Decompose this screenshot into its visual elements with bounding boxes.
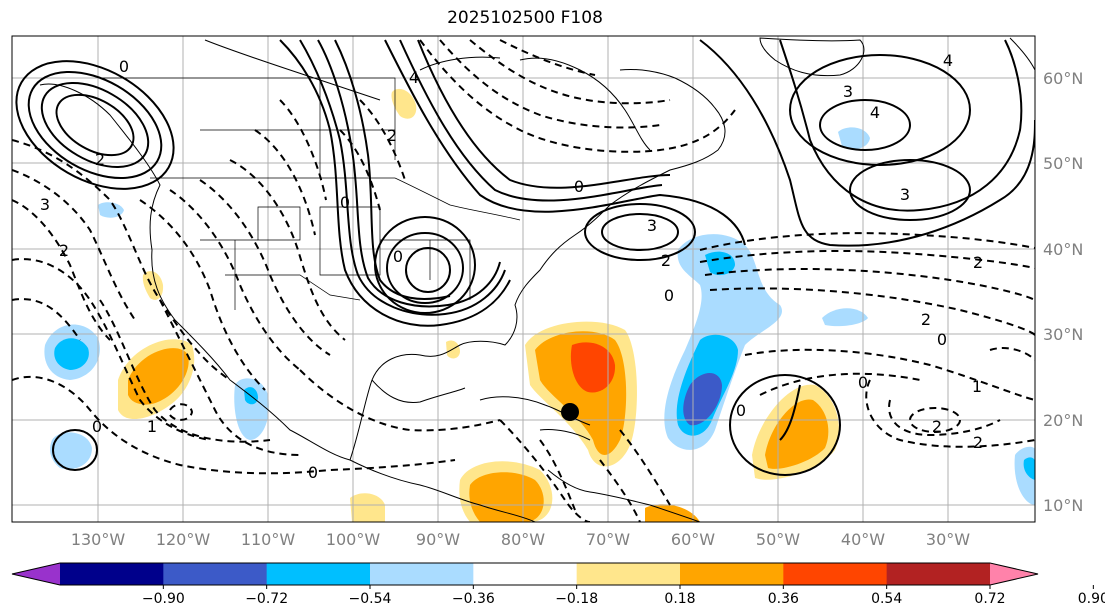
lat-label: 30°N: [1043, 325, 1083, 344]
lat-label: 60°N: [1043, 69, 1083, 88]
svg-text:3: 3: [40, 195, 50, 214]
colorbar-tick-label: 0.90: [1078, 591, 1105, 607]
colorbar-box: [370, 563, 474, 585]
svg-text:0: 0: [92, 417, 102, 436]
colorbar-tick-label: −0.18: [555, 591, 598, 607]
colorbar-box: [783, 563, 888, 585]
colorbar-box: [680, 563, 784, 585]
lon-label: 130°W: [71, 530, 126, 549]
svg-text:0: 0: [736, 401, 746, 420]
lat-label: 10°N: [1043, 496, 1083, 515]
colorbar-tick-label: −0.72: [245, 591, 288, 607]
colorbar-tick-label: 0.72: [974, 591, 1005, 607]
svg-text:4: 4: [870, 103, 880, 122]
colorbar-outline: [11, 562, 1039, 586]
svg-text:0: 0: [308, 463, 318, 482]
svg-text:2: 2: [661, 251, 671, 270]
colorbar-tick-label: −0.36: [452, 591, 495, 607]
contours-negative: [12, 39, 1035, 522]
colorbar-box: [163, 563, 268, 585]
svg-text:3: 3: [843, 82, 853, 101]
svg-text:0: 0: [937, 330, 947, 349]
svg-text:3: 3: [647, 216, 657, 235]
storm-position-marker: [561, 403, 579, 421]
lat-label: 50°N: [1043, 154, 1083, 173]
colorbar-tick-label: 0.54: [871, 591, 902, 607]
lat-label: 40°N: [1043, 240, 1083, 259]
latitude-labels: 60°N 50°N 40°N 30°N 20°N 10°N: [1043, 69, 1083, 515]
colorbar-box: [266, 563, 371, 585]
svg-text:2: 2: [59, 241, 69, 260]
coastlines: [39, 37, 1035, 522]
contours-positive: [15, 39, 1035, 476]
svg-text:2: 2: [973, 433, 983, 452]
svg-text:1: 1: [147, 417, 157, 436]
lon-label: 40°W: [841, 530, 885, 549]
lon-label: 60°W: [671, 530, 715, 549]
colorbar-tick-label: 0.36: [768, 591, 799, 607]
contour-labels: 0 2 3 2 0 0 4 2 0 3 2 0 3 4 3 4 2 2 0 1 …: [40, 51, 983, 482]
svg-text:0: 0: [119, 57, 129, 76]
lon-label: 80°W: [501, 530, 545, 549]
svg-text:2: 2: [95, 150, 105, 169]
svg-text:0: 0: [393, 247, 403, 266]
lon-label: 100°W: [326, 530, 381, 549]
svg-text:1: 1: [972, 377, 982, 396]
lon-label: 30°W: [926, 530, 970, 549]
lon-label: 110°W: [241, 530, 296, 549]
svg-text:0: 0: [858, 373, 868, 392]
colorbar-extend-high: [990, 563, 1038, 585]
svg-text:2: 2: [921, 310, 931, 329]
map-title: 2025102500 F108: [447, 8, 603, 28]
borders: [100, 77, 521, 310]
svg-text:4: 4: [943, 51, 953, 70]
svg-text:2: 2: [387, 126, 397, 145]
colorbar: −0.90 −0.72 −0.54 −0.36 −0.18 0.18 0.36 0.54 0.7…: [11, 562, 1105, 607]
colorbar-box: [473, 563, 578, 585]
colorbar-tick-label: −0.54: [349, 591, 392, 607]
svg-text:2: 2: [973, 253, 983, 272]
lat-label: 20°N: [1043, 411, 1083, 430]
svg-text:4: 4: [409, 68, 419, 87]
svg-text:2: 2: [932, 417, 942, 436]
lon-label: 50°W: [756, 530, 800, 549]
lon-label: 90°W: [416, 530, 460, 549]
colorbar-extend-low: [12, 563, 60, 585]
lon-label: 120°W: [156, 530, 211, 549]
colorbar-tick-label: 0.18: [664, 591, 695, 607]
svg-text:0: 0: [574, 177, 584, 196]
svg-text:0: 0: [664, 286, 674, 305]
svg-text:0: 0: [340, 193, 350, 212]
colorbar-box: [576, 563, 681, 585]
colorbar-box: [60, 563, 164, 585]
colorbar-box: [886, 563, 991, 585]
colorbar-tick-label: −0.90: [142, 591, 185, 607]
lon-label: 70°W: [586, 530, 630, 549]
longitude-labels: 130°W 120°W 110°W 100°W 90°W 80°W 70°W 6…: [71, 530, 970, 549]
map-frame: [11, 35, 1036, 523]
svg-text:3: 3: [900, 185, 910, 204]
shading-positive: [118, 88, 839, 522]
